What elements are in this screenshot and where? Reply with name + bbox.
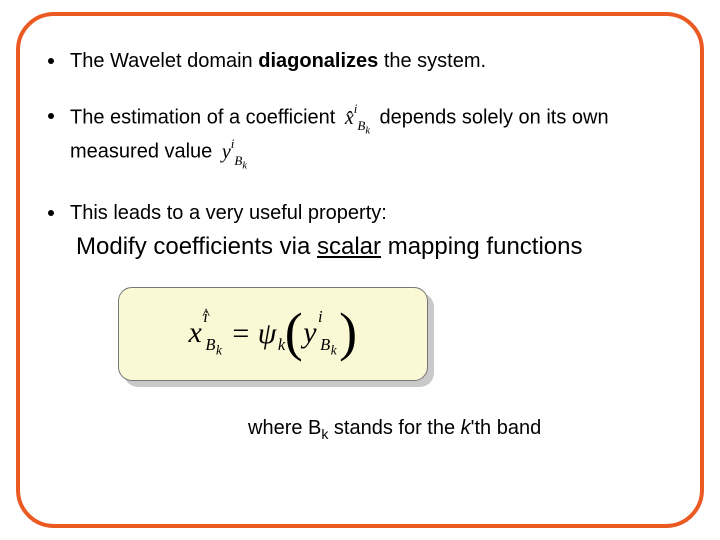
sub: B	[320, 335, 331, 354]
bullet-1: The Wavelet domain diagonalizes the syst…	[48, 48, 688, 75]
f-mid: stands for the	[328, 417, 460, 439]
sym: y	[222, 141, 231, 163]
sup: i	[318, 307, 323, 326]
sym: ψ	[258, 317, 277, 350]
bullet-2-text: The estimation of a coefficient x̂iBk de…	[70, 103, 688, 172]
sym: y	[303, 316, 317, 349]
eq-rhs: yiBk	[303, 316, 339, 350]
sym: =	[232, 317, 249, 350]
rparen-icon: )	[339, 301, 357, 363]
equation-panel: ^ xiBk = ψk ( yiBk )	[118, 287, 428, 381]
subk: k	[242, 160, 247, 171]
callout-pre: Modify coefficients via	[76, 233, 317, 260]
sup: i	[354, 101, 358, 116]
subk: k	[216, 342, 222, 357]
sub: B	[205, 335, 216, 354]
sym: x̂	[345, 107, 354, 129]
eq-psi: ψk	[258, 317, 285, 351]
equation-box: ^ xiBk = ψk ( yiBk )	[118, 287, 428, 381]
bullet-3-text: This leads to a very useful property:	[70, 200, 688, 227]
b2-pre: The estimation of a coefficient	[70, 107, 341, 129]
eq-equals: =	[224, 317, 257, 351]
inline-math-y: yiBk	[218, 141, 251, 163]
f-k: k	[461, 417, 471, 439]
bullet-3: This leads to a very useful property:	[48, 200, 688, 227]
sup: i	[203, 307, 208, 326]
subk: k	[365, 126, 370, 137]
sym: x	[188, 316, 202, 349]
callout-post: mapping functions	[381, 233, 582, 260]
bullet-1-text: The Wavelet domain diagonalizes the syst…	[70, 48, 688, 75]
slide-content: The Wavelet domain diagonalizes the syst…	[48, 48, 688, 442]
sup: i	[231, 136, 235, 151]
footer-note: where Bk stands for the k'th band	[248, 417, 688, 442]
f-pre: where B	[248, 417, 321, 439]
lparen-icon: (	[285, 301, 303, 363]
inline-math-xhat: x̂iBk	[341, 107, 374, 129]
bullet-2: The estimation of a coefficient x̂iBk de…	[48, 103, 688, 172]
subk: k	[331, 342, 337, 357]
bullet-dot	[48, 113, 54, 119]
callout-underline: scalar	[317, 233, 381, 260]
bullet-dot	[48, 210, 54, 216]
bullet-dot	[48, 58, 54, 64]
b1-post: the system.	[378, 50, 486, 72]
equation: ^ xiBk = ψk ( yiBk )	[188, 303, 357, 365]
b1-pre: The Wavelet domain	[70, 50, 258, 72]
callout-line: Modify coefficients via scalar mapping f…	[76, 233, 688, 261]
b1-bold: diagonalizes	[258, 50, 378, 72]
f-post: 'th band	[471, 417, 542, 439]
eq-lhs: ^ xiBk	[188, 316, 224, 350]
